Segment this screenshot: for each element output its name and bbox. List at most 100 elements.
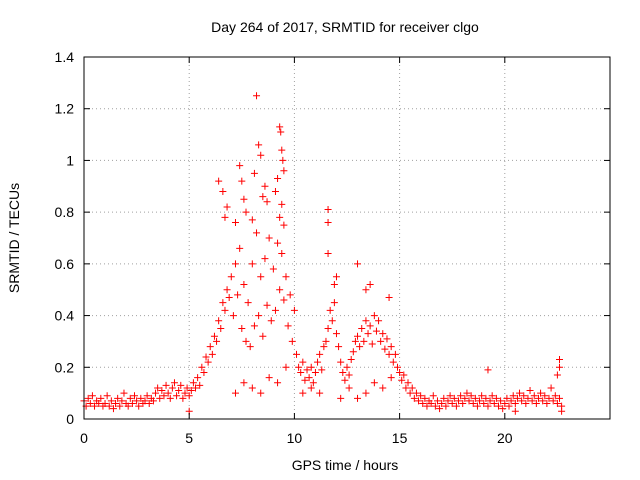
y-axis-label: SRMTID / TECUs bbox=[6, 183, 22, 293]
data-point bbox=[551, 392, 559, 400]
data-point bbox=[465, 397, 473, 405]
data-point bbox=[320, 343, 328, 351]
data-point bbox=[324, 218, 332, 226]
data-point bbox=[107, 397, 115, 405]
data-point bbox=[547, 384, 555, 392]
data-point bbox=[86, 399, 94, 407]
data-point bbox=[255, 312, 263, 320]
data-point bbox=[149, 397, 157, 405]
data-point bbox=[476, 397, 484, 405]
axis-ticks bbox=[83, 56, 610, 420]
data-point bbox=[135, 402, 143, 410]
data-point bbox=[337, 394, 345, 402]
data-point bbox=[91, 402, 99, 410]
y-tick-label: 0.2 bbox=[55, 359, 75, 375]
data-point bbox=[271, 306, 279, 314]
data-point bbox=[240, 379, 248, 387]
data-point bbox=[196, 381, 204, 389]
data-point bbox=[480, 399, 488, 407]
data-point bbox=[183, 384, 191, 392]
data-point bbox=[238, 177, 246, 185]
data-point bbox=[259, 193, 267, 201]
data-point bbox=[259, 332, 267, 340]
data-point bbox=[526, 387, 534, 395]
data-point bbox=[97, 394, 105, 402]
data-point bbox=[324, 325, 332, 332]
data-point bbox=[520, 392, 528, 400]
data-point bbox=[173, 392, 181, 400]
data-point bbox=[408, 384, 416, 392]
data-point bbox=[330, 281, 338, 289]
data-point bbox=[400, 371, 408, 379]
data-point bbox=[497, 397, 505, 405]
data-point bbox=[398, 376, 406, 384]
data-point bbox=[88, 392, 96, 400]
data-point bbox=[423, 402, 431, 410]
data-point bbox=[141, 397, 149, 405]
data-point bbox=[553, 371, 561, 379]
data-point bbox=[143, 392, 151, 400]
data-point bbox=[383, 335, 391, 343]
x-tick-label: 0 bbox=[80, 430, 88, 446]
data-point bbox=[429, 392, 437, 400]
data-point bbox=[433, 397, 441, 405]
data-point bbox=[248, 216, 256, 224]
data-point bbox=[326, 306, 334, 314]
data-point bbox=[337, 358, 345, 366]
data-point bbox=[501, 399, 509, 407]
data-point bbox=[358, 325, 366, 332]
data-point bbox=[509, 392, 517, 400]
data-point bbox=[276, 286, 284, 294]
data-point bbox=[265, 374, 273, 382]
data-point bbox=[322, 337, 330, 345]
data-point bbox=[417, 392, 425, 400]
data-point bbox=[194, 374, 202, 382]
data-point bbox=[225, 293, 233, 301]
data-point bbox=[332, 330, 340, 338]
data-point bbox=[335, 343, 343, 351]
data-point bbox=[455, 397, 463, 405]
data-point bbox=[440, 394, 448, 402]
data-point bbox=[513, 394, 521, 402]
data-point bbox=[452, 402, 460, 410]
data-point bbox=[362, 389, 370, 397]
data-point bbox=[288, 337, 296, 345]
data-point bbox=[503, 394, 511, 402]
data-point bbox=[511, 407, 519, 415]
data-point bbox=[158, 387, 166, 395]
data-point bbox=[109, 405, 117, 413]
data-point bbox=[467, 392, 475, 400]
data-point bbox=[366, 281, 374, 289]
data-point bbox=[419, 399, 427, 407]
data-point bbox=[393, 363, 401, 371]
data-point bbox=[166, 394, 174, 402]
data-point bbox=[219, 299, 227, 307]
data-point bbox=[257, 151, 265, 159]
data-point bbox=[274, 379, 282, 387]
data-point bbox=[553, 399, 561, 407]
x-tick-label: 20 bbox=[497, 430, 513, 446]
data-point bbox=[263, 198, 271, 206]
data-point bbox=[370, 379, 378, 387]
data-point bbox=[177, 381, 185, 389]
data-point bbox=[126, 394, 134, 402]
data-point bbox=[261, 182, 269, 190]
data-point bbox=[364, 330, 372, 338]
data-point bbox=[253, 92, 261, 100]
data-point bbox=[198, 363, 206, 371]
data-point bbox=[160, 392, 168, 400]
data-point bbox=[240, 281, 248, 289]
data-point bbox=[478, 392, 486, 400]
data-point bbox=[229, 312, 237, 320]
data-point bbox=[221, 213, 229, 221]
data-point bbox=[368, 340, 376, 348]
data-point bbox=[518, 397, 526, 405]
data-point bbox=[238, 325, 246, 332]
data-point bbox=[316, 350, 324, 358]
data-point bbox=[488, 392, 496, 400]
data-point bbox=[541, 392, 549, 400]
data-point bbox=[332, 273, 340, 281]
data-point bbox=[154, 384, 162, 392]
data-point bbox=[290, 306, 298, 314]
